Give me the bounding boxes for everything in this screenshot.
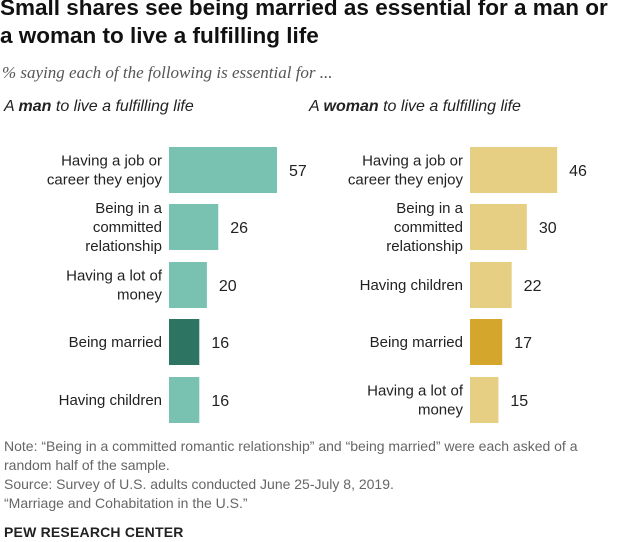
category-label-woman-4: Having a lot of money bbox=[367, 383, 464, 419]
value-label-man-3: 16 bbox=[211, 335, 229, 352]
category-label-man-3: Being married bbox=[69, 334, 162, 351]
value-label-woman-3: 17 bbox=[514, 335, 532, 352]
bar-woman-1 bbox=[470, 204, 527, 250]
value-label-man-2: 20 bbox=[219, 278, 237, 295]
category-label-woman-3: Being married bbox=[370, 334, 463, 351]
category-label-man-2: Having a lot of money bbox=[66, 268, 163, 304]
bar-charts: 57 Having a job or career they enjoy 26 Bein… bbox=[47, 147, 587, 423]
bar-man-0 bbox=[169, 147, 277, 193]
note-text: Note: “Being in a committed romantic rel… bbox=[4, 438, 578, 473]
category-label-woman-1: Being in a committed relationship bbox=[386, 200, 463, 255]
source-text: Source: Survey of U.S. adults conducted … bbox=[4, 476, 394, 492]
panel-title-man: A man to live a fulfilling life bbox=[4, 98, 194, 116]
category-label-man-1: Being in a committed relationship bbox=[85, 200, 162, 255]
value-label-woman-4: 15 bbox=[510, 393, 528, 410]
value-label-man-4: 16 bbox=[211, 393, 229, 410]
panel-title-man-bold: man bbox=[18, 98, 52, 115]
notes: Note: “Being in a committed romantic rel… bbox=[4, 437, 616, 513]
bar-woman-2 bbox=[470, 262, 512, 308]
category-label-man-4: Having children bbox=[59, 392, 162, 409]
bar-woman-4 bbox=[470, 377, 499, 423]
panel-title-woman: A woman to live a fulfilling life bbox=[309, 98, 521, 116]
bar-man-3 bbox=[169, 319, 200, 365]
value-label-man-1: 26 bbox=[230, 220, 248, 237]
panel-title-man-prefix: A bbox=[4, 98, 19, 115]
panel-title-woman-bold: woman bbox=[323, 98, 379, 115]
panel-title-man-suffix: to live a fulfilling life bbox=[51, 98, 194, 115]
category-label-man-0: Having a job or career they enjoy bbox=[47, 153, 163, 189]
pew-logo-text: PEW RESEARCH CENTER bbox=[4, 524, 184, 540]
value-label-man-0: 57 bbox=[289, 163, 307, 180]
panel-title-woman-prefix: A bbox=[309, 98, 324, 115]
chart-subtitle: % saying each of the following is essent… bbox=[2, 63, 333, 82]
value-label-woman-0: 46 bbox=[569, 163, 587, 180]
bar-man-1 bbox=[169, 204, 219, 250]
chart-title: Small shares see being married as essent… bbox=[0, 0, 608, 48]
bar-woman-0 bbox=[470, 147, 558, 193]
category-label-woman-0: Having a job or career they enjoy bbox=[348, 153, 464, 189]
value-label-woman-2: 22 bbox=[524, 278, 542, 295]
report-title: “Marriage and Cohabitation in the U.S.” bbox=[4, 495, 248, 511]
bar-woman-3 bbox=[470, 319, 503, 365]
bar-man-2 bbox=[169, 262, 207, 308]
category-label-woman-2: Having children bbox=[360, 277, 463, 294]
value-label-woman-1: 30 bbox=[539, 220, 557, 237]
panel-title-woman-suffix: to live a fulfilling life bbox=[378, 98, 521, 115]
bar-man-4 bbox=[169, 377, 200, 423]
